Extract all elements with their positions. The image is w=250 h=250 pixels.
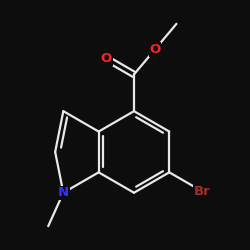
Text: Br: Br: [194, 184, 210, 198]
Text: O: O: [101, 52, 112, 65]
Text: O: O: [149, 43, 160, 56]
Text: N: N: [58, 186, 69, 199]
